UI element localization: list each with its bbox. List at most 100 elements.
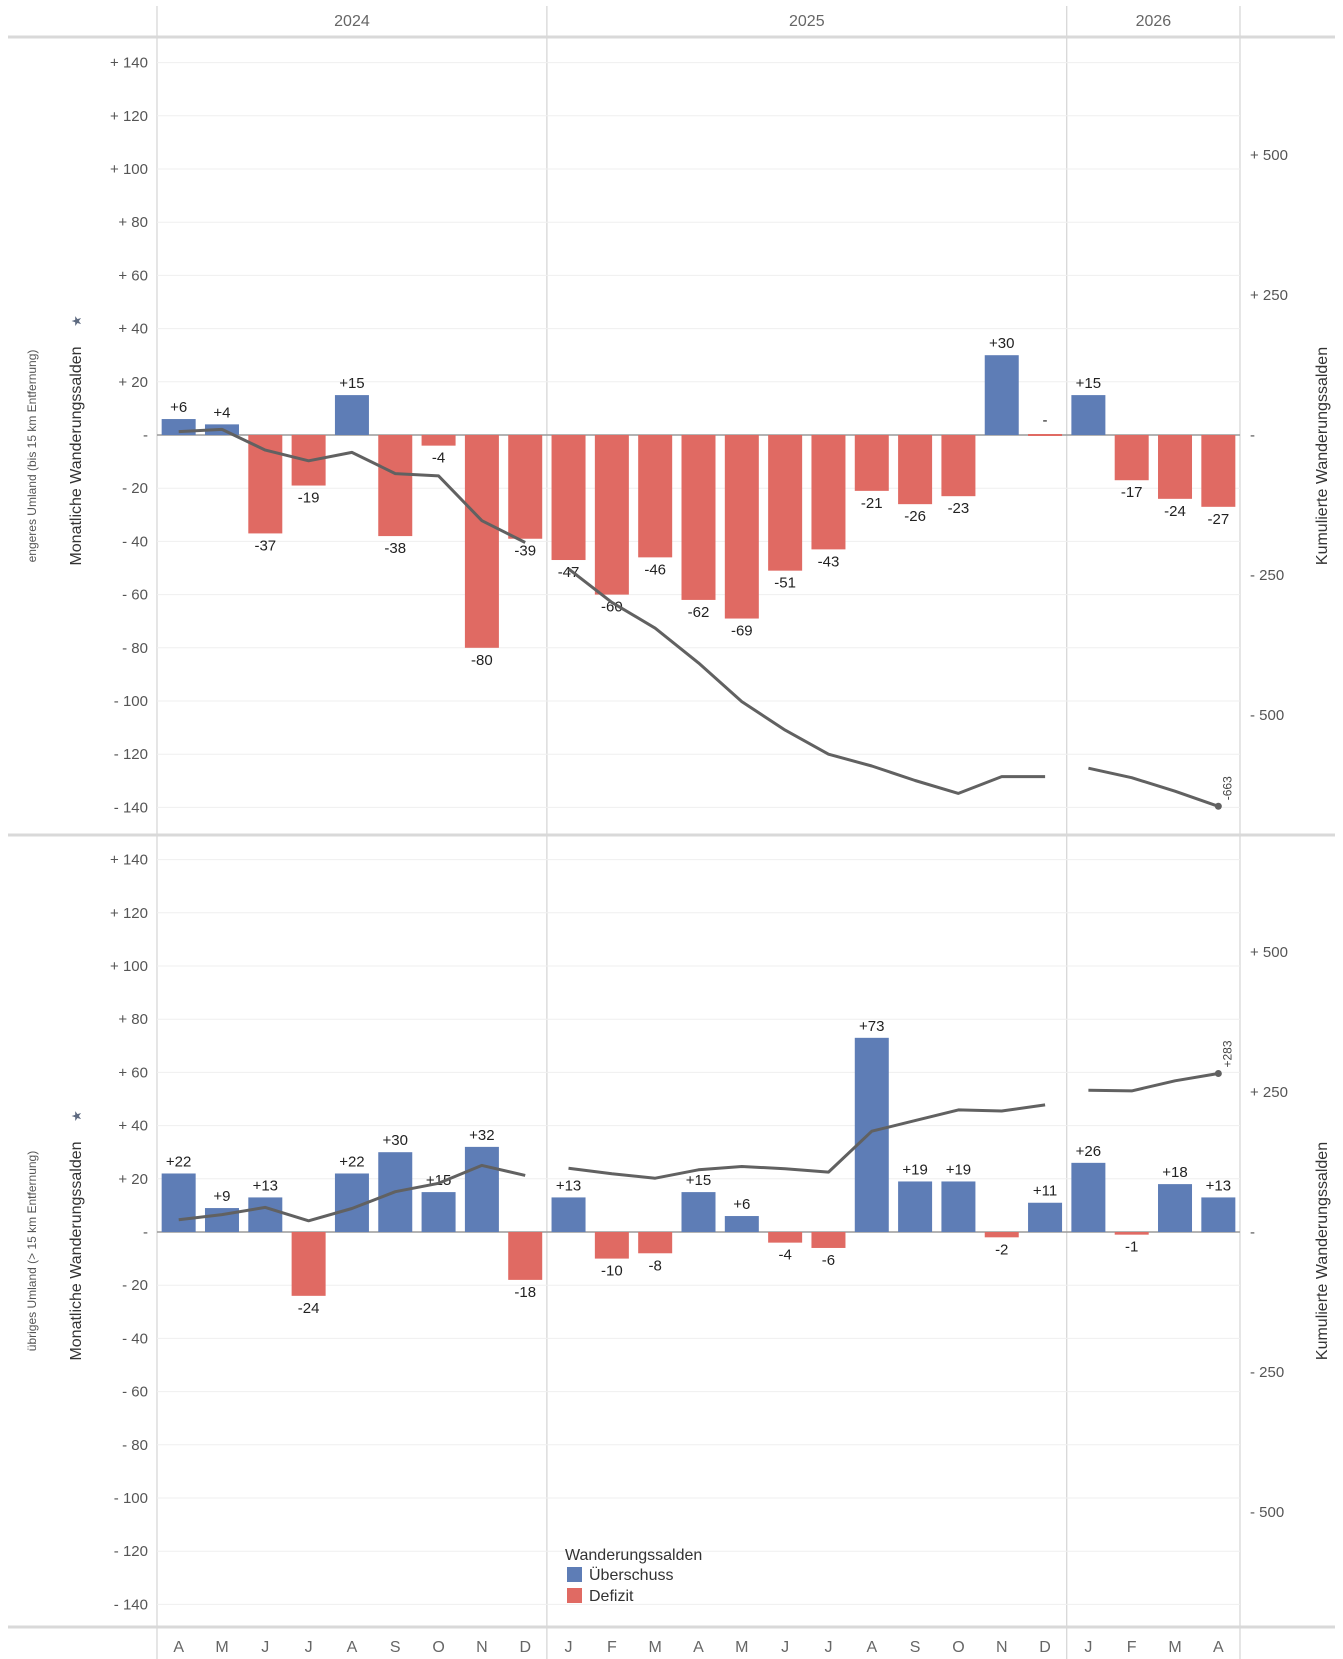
year-label: 2026 xyxy=(1136,13,1172,30)
cumulative-end-label: +283 xyxy=(1220,1040,1234,1067)
bar-value-label: -26 xyxy=(904,508,926,525)
bar-value-label: +13 xyxy=(1206,1177,1231,1194)
bar-value-label: +9 xyxy=(213,1188,230,1205)
month-tick-label: N xyxy=(996,1639,1008,1656)
left-tick-label: - xyxy=(143,1224,148,1241)
bar-value-label: +30 xyxy=(383,1132,408,1149)
bar xyxy=(551,1197,586,1232)
bar-value-label: -4 xyxy=(432,450,445,467)
bar-value-label: -17 xyxy=(1121,484,1143,501)
month-tick-label: D xyxy=(1039,1639,1051,1656)
bar-value-label: -19 xyxy=(298,490,320,507)
bar xyxy=(421,1192,456,1232)
bar-value-label: +13 xyxy=(253,1177,278,1194)
month-tick-label: J xyxy=(824,1639,832,1656)
row-title: übriges Umland (> 15 km Entfernung) xyxy=(25,1151,39,1351)
bar xyxy=(1201,435,1236,507)
month-tick-label: M xyxy=(735,1639,748,1656)
bar-value-label: -62 xyxy=(688,604,710,621)
right-tick-label: - xyxy=(1250,1224,1255,1241)
bar-value-label: +11 xyxy=(1033,1183,1057,1200)
month-tick-label: M xyxy=(1168,1639,1181,1656)
bar-value-label: +4 xyxy=(213,404,230,421)
bar-value-label: +15 xyxy=(1076,375,1101,392)
year-label: 2024 xyxy=(334,13,370,30)
month-tick-label: F xyxy=(1127,1639,1137,1656)
grid-lines xyxy=(157,62,1240,1605)
bar xyxy=(768,435,803,571)
bar xyxy=(724,435,759,619)
left-tick-label: - 60 xyxy=(122,587,148,604)
bar-value-label: -1 xyxy=(1125,1239,1138,1256)
bar xyxy=(1028,434,1063,436)
bar xyxy=(898,435,933,505)
bar xyxy=(941,1181,976,1232)
bar-value-label: - xyxy=(1043,412,1048,429)
bar-value-label: -10 xyxy=(601,1263,623,1280)
left-tick-label: - 120 xyxy=(114,1543,148,1560)
cumulative-line xyxy=(567,567,1046,795)
chart-panels: + 140 + 120 + 100 + 80 + 60 + 40 + 20 - - 20 - 40… xyxy=(25,55,1331,1614)
bar xyxy=(638,1232,673,1254)
bar xyxy=(464,435,499,648)
left-tick-label: - 140 xyxy=(114,799,148,816)
left-tick-label: + 100 xyxy=(110,958,148,975)
bar-value-label: -69 xyxy=(731,623,753,640)
month-tick-label: O xyxy=(952,1639,964,1656)
bar xyxy=(291,1232,326,1296)
month-tick-label: J xyxy=(261,1639,269,1656)
bar-value-label: -24 xyxy=(298,1300,320,1317)
month-tick-label: S xyxy=(390,1639,401,1656)
bar-value-label: +13 xyxy=(556,1177,581,1194)
bar-value-label: +19 xyxy=(946,1161,971,1178)
left-tick-label: + 140 xyxy=(110,852,148,869)
left-tick-label: - 100 xyxy=(114,693,148,710)
left-tick-label: - 120 xyxy=(114,746,148,763)
right-tick-label: - 250 xyxy=(1250,1364,1284,1381)
month-tick-label: J xyxy=(565,1639,573,1656)
right-tick-label: - 500 xyxy=(1250,707,1284,724)
bar-value-label: -24 xyxy=(1164,503,1186,520)
left-axis-title: Monatliche Wanderungssalden xyxy=(68,346,85,565)
legend-entry-label: Defizit xyxy=(589,1588,634,1605)
left-tick-label: + 140 xyxy=(110,55,148,72)
left-tick-label: - 20 xyxy=(122,1277,148,1294)
bar xyxy=(551,435,586,561)
bar-value-label: -4 xyxy=(778,1247,791,1264)
bar-value-label: +30 xyxy=(989,335,1014,352)
month-tick-label: S xyxy=(910,1639,921,1656)
left-tick-label: - 40 xyxy=(122,533,148,550)
left-tick-label: + 120 xyxy=(110,905,148,922)
bar xyxy=(1158,435,1193,499)
month-tick-label: J xyxy=(1084,1639,1092,1656)
legend-entry-label: Überschuss xyxy=(589,1566,673,1584)
bar-value-label: -51 xyxy=(774,575,796,592)
month-tick-label: A xyxy=(1213,1639,1224,1656)
bar xyxy=(1114,1232,1149,1235)
month-tick-label: N xyxy=(476,1639,488,1656)
left-tick-label: - 60 xyxy=(122,1384,148,1401)
bar xyxy=(681,435,716,600)
bar xyxy=(768,1232,803,1243)
pin-icon: ★ xyxy=(70,1110,85,1122)
left-tick-label: - 20 xyxy=(122,480,148,497)
bar-value-label: +26 xyxy=(1076,1143,1101,1160)
left-tick-label: - 80 xyxy=(122,1437,148,1454)
right-axis-title: Kumulierte Wanderungssalden xyxy=(1314,1142,1331,1360)
left-tick-label: + 40 xyxy=(118,1118,148,1135)
cumulative-line xyxy=(1088,766,1219,808)
month-tick-label: A xyxy=(866,1639,877,1656)
legend-title: Wanderungssalden xyxy=(565,1547,702,1564)
bar xyxy=(811,435,846,550)
bar-value-label: -80 xyxy=(471,652,493,669)
cumulative-end-point xyxy=(1214,802,1222,810)
legend-swatch xyxy=(567,1567,582,1582)
bar xyxy=(638,435,673,558)
year-label: 2025 xyxy=(789,13,825,30)
left-tick-label: - 80 xyxy=(122,640,148,657)
right-tick-label: + 500 xyxy=(1250,944,1288,961)
bar xyxy=(1028,1202,1063,1232)
bar-value-label: +6 xyxy=(170,399,187,416)
left-tick-label: - 40 xyxy=(122,1330,148,1347)
